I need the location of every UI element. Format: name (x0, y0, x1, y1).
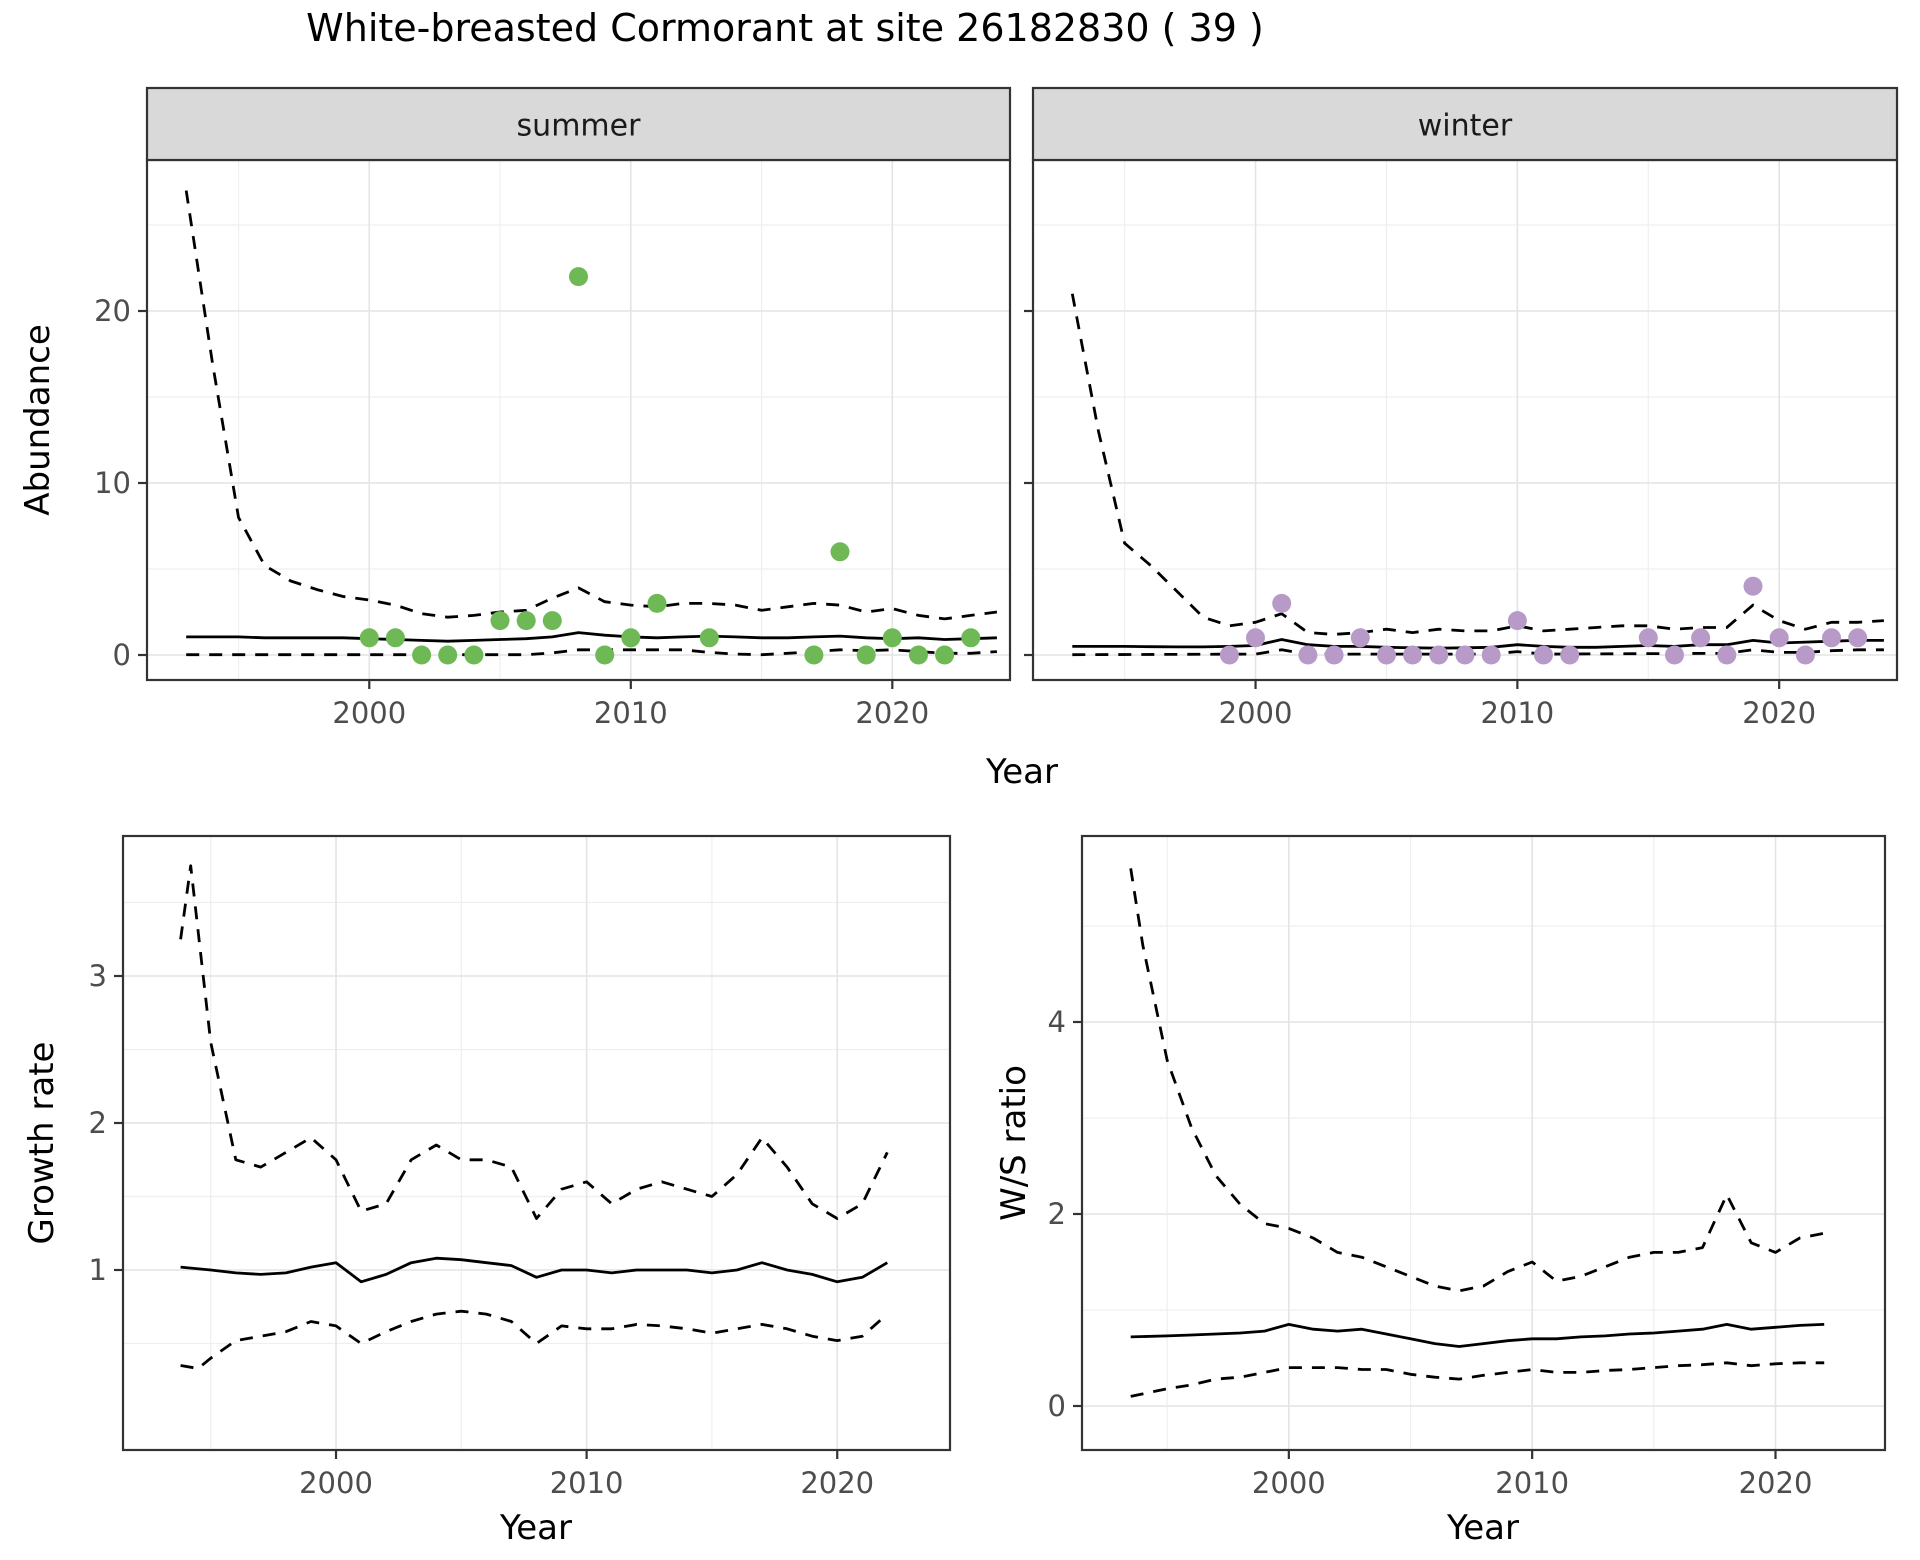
y-tick-label: 20 (94, 294, 131, 328)
data-point-abundance-summer (385, 628, 405, 648)
panel-border-ws-ratio (1080, 834, 1887, 1452)
x-tick-label: 2020 (1739, 1466, 1813, 1500)
x-tick-label: 2020 (800, 1466, 874, 1500)
data-point-abundance-winter (1795, 645, 1815, 665)
lower-ci-line-growth-rate (180, 1309, 889, 1370)
median-line-ws-ratio (1130, 1323, 1825, 1348)
data-point-abundance-summer (359, 628, 379, 648)
lower-ci-line-abundance-winter (1072, 648, 1884, 657)
data-point-abundance-winter (1691, 628, 1711, 648)
facet-strip-winter (1031, 86, 1899, 162)
median-line-growth-rate (180, 1256, 889, 1284)
upper-ci-line-abundance-summer (184, 190, 998, 621)
facet-strip-label-winter: winter (1418, 109, 1513, 144)
data-point-abundance-winter (1272, 593, 1292, 613)
data-point-abundance-winter (1455, 645, 1475, 665)
data-point-abundance-summer (621, 628, 641, 648)
x-tick-label: 2000 (1252, 1466, 1326, 1500)
data-point-abundance-winter (1743, 576, 1763, 596)
y-tick-label: 2 (89, 1106, 107, 1140)
y-tick-label: 4 (1048, 1005, 1066, 1039)
x-axis-label-year-top: Year (986, 752, 1058, 792)
x-axis-label-year-bottom-left: Year (500, 1508, 572, 1548)
data-point-abundance-winter (1560, 645, 1580, 665)
panel-background-ws-ratio (1082, 836, 1885, 1450)
data-point-abundance-summer (699, 628, 719, 648)
data-point-abundance-winter (1822, 628, 1841, 648)
data-point-abundance-summer (909, 645, 928, 665)
data-point-abundance-summer (516, 611, 536, 631)
upper-ci-line-abundance-winter (1070, 293, 1884, 636)
data-point-abundance-summer (804, 645, 824, 665)
data-point-abundance-winter (1481, 645, 1501, 665)
data-point-abundance-winter (1769, 628, 1789, 648)
data-point-abundance-winter (1429, 645, 1449, 665)
panel-background-abundance-summer (147, 160, 1010, 680)
data-point-abundance-winter (1717, 645, 1737, 665)
data-point-abundance-winter (1848, 628, 1868, 648)
data-point-abundance-summer (595, 645, 615, 665)
facet-strip-label-summer: summer (517, 109, 642, 144)
y-tick-label: 0 (113, 638, 131, 672)
panel-background-growth-rate (123, 836, 950, 1450)
lower-ci-line-abundance-summer (186, 648, 997, 657)
data-point-abundance-summer (961, 628, 981, 648)
data-point-abundance-winter (1350, 628, 1370, 648)
data-point-abundance-winter (1324, 645, 1344, 665)
data-point-abundance-summer (490, 611, 510, 631)
data-point-abundance-winter (1377, 645, 1396, 665)
data-point-abundance-summer (412, 645, 432, 665)
x-tick-label: 2020 (855, 696, 929, 730)
y-tick-label: 10 (94, 466, 131, 500)
upper-ci-line-ws-ratio (1129, 868, 1825, 1293)
facet-strip-summer (145, 86, 1012, 162)
x-tick-label: 2010 (1495, 1466, 1569, 1500)
y-tick-label: 1 (89, 1253, 107, 1287)
panel-border-growth-rate (121, 834, 952, 1452)
data-point-abundance-summer (935, 645, 955, 665)
data-point-abundance-winter (1507, 611, 1527, 631)
data-point-abundance-summer (647, 593, 667, 613)
data-point-abundance-summer (438, 645, 458, 665)
chart-title: White-breasted Cormorant at site 2618283… (306, 6, 1264, 50)
data-point-abundance-summer (569, 267, 588, 287)
data-point-abundance-summer (882, 628, 902, 648)
y-tick-label: 3 (89, 959, 107, 993)
y-tick-label: 0 (1048, 1389, 1066, 1423)
data-point-abundance-summer (464, 645, 484, 665)
upper-ci-line-growth-rate (179, 864, 889, 1220)
data-point-abundance-summer (830, 542, 850, 562)
data-point-abundance-winter (1246, 628, 1265, 648)
x-tick-label: 2010 (550, 1466, 624, 1500)
x-tick-label: 2010 (594, 696, 668, 730)
x-tick-label: 2000 (332, 696, 406, 730)
data-point-abundance-winter (1403, 645, 1423, 665)
median-line-abundance-winter (1072, 638, 1884, 650)
data-point-abundance-winter (1534, 645, 1553, 665)
x-axis-label-year-bottom-right: Year (1447, 1508, 1519, 1548)
data-point-abundance-winter (1298, 645, 1318, 665)
x-tick-label: 2010 (1480, 696, 1554, 730)
data-point-abundance-winter (1638, 628, 1658, 648)
data-point-abundance-winter (1665, 645, 1684, 665)
lower-ci-line-ws-ratio (1130, 1361, 1825, 1398)
data-point-abundance-summer (542, 611, 562, 631)
x-tick-label: 2000 (1219, 696, 1293, 730)
panel-background-abundance-winter (1033, 160, 1897, 680)
data-point-abundance-winter (1219, 645, 1239, 665)
x-tick-label: 2020 (1742, 696, 1816, 730)
median-line-abundance-summer (186, 631, 997, 643)
x-tick-label: 2000 (299, 1466, 373, 1500)
y-tick-label: 2 (1048, 1197, 1066, 1231)
data-point-abundance-summer (856, 645, 876, 665)
